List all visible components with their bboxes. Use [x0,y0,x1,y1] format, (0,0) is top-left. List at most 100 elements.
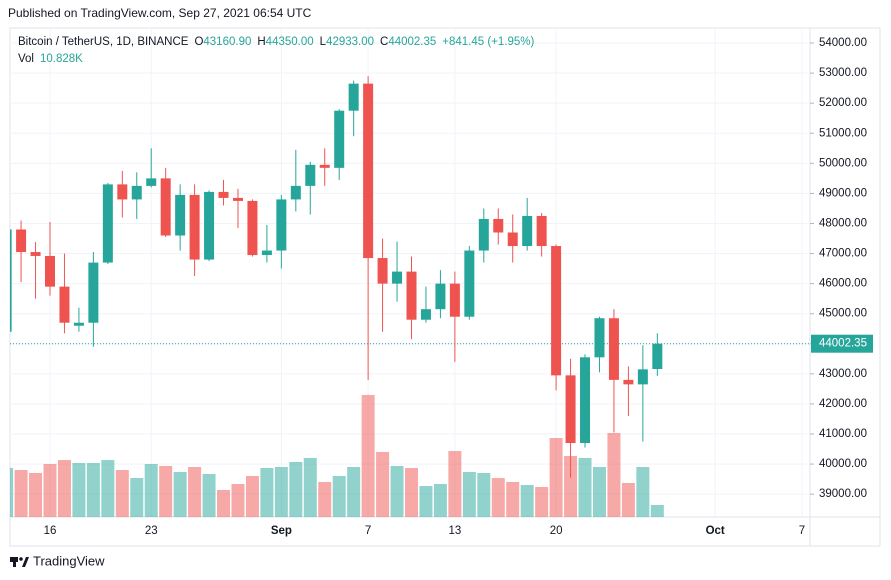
volume-bar [578,458,592,517]
candle-body [406,271,417,320]
volume-bar [303,458,317,517]
volume-bar [130,478,144,517]
candle-body [652,343,663,370]
candle-body [73,322,84,326]
volume-bar [448,451,462,517]
candle-body [59,286,70,323]
candle-body [319,164,330,168]
legend-volume: Vol 10.828K [18,53,83,65]
volume-bar [29,473,43,517]
y-tick-label: 41000.00 [819,428,867,440]
volume-bar [535,487,549,517]
ohlc-name: H [257,36,265,48]
volume-bar [520,485,534,517]
candle-body [464,250,475,317]
x-tick-label: 20 [550,525,563,537]
candle-body [493,218,504,233]
volume-bar [57,460,71,517]
volume-bar [202,474,216,517]
volume-name: Vol [18,53,34,65]
candle-body [204,191,215,260]
y-tick-label: 47000.00 [819,248,867,260]
candle-body [377,258,388,284]
candle-body [160,178,171,236]
candle-body [637,369,648,385]
volume-bar [419,486,433,517]
volume-bar [506,482,520,517]
y-tick-label: 53000.00 [819,67,867,79]
candle-body [290,185,301,200]
candle-body [536,215,547,247]
volume-bar [621,483,635,517]
candle-body [175,194,186,236]
volume-bar [405,468,418,517]
volume-bar [217,490,231,517]
brand: TradingView [33,553,105,568]
y-tick-label: 49000.00 [819,187,867,199]
y-tick-label: 46000.00 [819,278,867,290]
candle-body [435,283,446,310]
x-tick-label: Oct [706,525,725,537]
ohlc-value: 44350.00 [266,36,314,48]
candle-body [146,178,157,186]
x-tick-label: 7 [365,525,371,537]
volume-bar [86,463,100,517]
candle-body [565,375,576,444]
candle-body [117,184,128,200]
y-tick-label: 52000.00 [819,97,867,109]
y-tick-label: 42000.00 [819,398,867,410]
volume-bar [188,467,202,517]
ohlc-name: L [320,36,327,48]
candle-body [348,83,359,111]
y-tick-label: 48000.00 [819,218,867,230]
volume-bar [14,470,28,517]
ohlc-value: 44002.35 [388,36,436,48]
volume-bar [318,482,332,517]
candle-body [594,318,605,358]
volume-bar [549,438,563,517]
candle-body [608,318,619,380]
volume-bar [260,468,274,517]
ohlc-value: 43160.90 [203,36,251,48]
volume-bar [173,472,187,517]
y-tick-label: 39000.00 [819,488,867,500]
ohlc-name: C [380,36,388,48]
candle-body [276,199,287,251]
y-tick-label: 43000.00 [819,368,867,380]
candle-body [218,191,229,198]
volume-bar [564,456,578,517]
volume-bar [433,484,447,517]
volume-bar [101,460,115,517]
volume-bar [289,462,303,517]
candle-body [10,229,12,332]
volume-bar [274,467,288,517]
candle-body [623,379,634,385]
y-tick-label: 51000.00 [819,127,867,139]
candle-body [189,194,200,260]
y-tick-label: 45000.00 [819,308,867,320]
candle-body [580,357,591,444]
x-tick-label: 13 [448,525,461,537]
candle-body [420,309,431,320]
price-tag-label: 44002.35 [819,338,867,350]
ohlc-name: O [194,36,203,48]
legend-ohlc: Bitcoin / TetherUS, 1D, BINANCE O43160.90… [18,36,535,48]
candle-body [551,246,562,376]
publish-info: Published on TradingView.com, Sep 27, 20… [8,6,312,20]
volume-value: 10.828K [40,53,83,65]
candle-body [449,283,460,317]
ohlc-value: 42933.00 [326,36,374,48]
candle-body [507,232,518,247]
candle-body [363,83,374,259]
candle-body [392,271,403,284]
volume-bar [607,433,621,517]
candle-body [334,110,345,168]
x-tick-label: 16 [44,525,57,537]
axes: 39000.00 40000.00 41000.00 42000.00 43000.00… [44,37,873,537]
volume-bar [10,468,14,517]
candle-body [30,252,41,256]
volume-bar [592,467,606,517]
y-tick-label: 40000.00 [819,458,867,470]
candle-body [88,262,99,323]
volume-bar [332,476,346,517]
